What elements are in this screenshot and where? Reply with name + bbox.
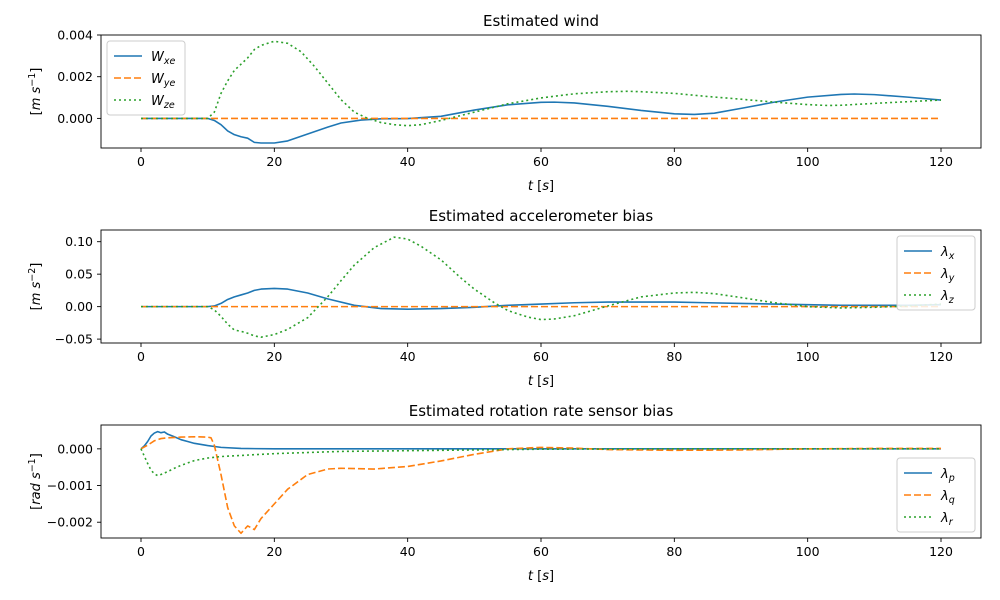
- x-tick-label: 40: [400, 544, 416, 559]
- x-tick-label: 20: [266, 349, 282, 364]
- legend-entry: λy: [940, 267, 955, 284]
- y-axis-label: [rad s−1]: [27, 453, 44, 510]
- x-tick-label: 120: [929, 349, 953, 364]
- x-tick-label: 120: [929, 544, 953, 559]
- series-line-Wze-1: [141, 40, 942, 127]
- legend-entry: λx: [940, 245, 955, 262]
- x-tick-label: 80: [666, 349, 682, 364]
- legend-entry: Wze: [151, 94, 175, 111]
- axes-frame: [100, 229, 982, 344]
- y-tick-label: 0.004: [57, 28, 93, 43]
- x-tick-label: 60: [533, 349, 549, 364]
- x-tick-label: 0: [137, 349, 145, 364]
- x-tick-label: 40: [400, 154, 416, 169]
- y-tick-label: 0.002: [57, 69, 93, 84]
- series-line-x-2: [141, 287, 942, 311]
- x-axis-label: t [s]: [528, 569, 554, 584]
- x-tick-label: 80: [666, 154, 682, 169]
- y-axis-label: [m s−2]: [27, 263, 44, 311]
- x-tick-label: 120: [929, 154, 953, 169]
- x-tick-label: 20: [266, 154, 282, 169]
- chart-title: Estimated wind: [483, 12, 599, 30]
- series-line-q-3: [140, 435, 941, 535]
- series-line-r-3: [140, 448, 941, 477]
- x-tick-label: 60: [533, 544, 549, 559]
- x-tick-label: 0: [137, 154, 145, 169]
- y-tick-label: −0.001: [47, 478, 93, 493]
- y-tick-label: 0.000: [57, 111, 93, 126]
- x-tick-label: 100: [796, 349, 820, 364]
- x-tick-label: 60: [533, 154, 549, 169]
- x-axis-label: t [s]: [528, 374, 554, 389]
- legend-entry: λr: [940, 511, 954, 528]
- y-tick-label: 0.00: [65, 299, 93, 314]
- x-axis-label: t [s]: [528, 179, 554, 194]
- chart-title: Estimated accelerometer bias: [429, 207, 654, 225]
- y-axis-label: [m s−1]: [27, 68, 44, 116]
- y-tick-label: −0.002: [47, 515, 93, 530]
- axes-frame: [100, 34, 982, 149]
- legend-box: [896, 457, 976, 533]
- subplot-3: Estimated rotation rate sensor bias 0 20 40…: [27, 402, 982, 584]
- subplot-2: Estimated accelerometer bias 0 20 40 60 80 100…: [27, 207, 982, 389]
- legend: λx λy λz: [896, 235, 976, 311]
- legend-entry: λz: [940, 289, 955, 306]
- legend-box: [896, 235, 976, 311]
- legend-entry: λq: [940, 489, 955, 506]
- x-tick-label: 80: [666, 544, 682, 559]
- x-tick-label: 20: [266, 544, 282, 559]
- legend-box: [106, 40, 186, 116]
- x-tick-label: 40: [400, 349, 416, 364]
- chart-title: Estimated rotation rate sensor bias: [409, 402, 674, 420]
- x-tick-label: 0: [137, 544, 145, 559]
- legend-entry: Wye: [151, 72, 175, 89]
- legend-entry: Wxe: [151, 50, 175, 67]
- legend: Wxe Wye Wze: [106, 40, 186, 116]
- y-tick-label: 0.000: [57, 441, 93, 456]
- series-line-p-3: [140, 430, 941, 450]
- legend: λp λq λr: [896, 457, 976, 533]
- y-tick-label: 0.05: [65, 267, 93, 282]
- y-tick-label: −0.05: [55, 332, 93, 347]
- x-tick-label: 100: [796, 544, 820, 559]
- series-line-z-2: [141, 236, 942, 338]
- subplot-1: Estimated wind 0 20 40 60 80 100 120 0.000 0.002 0…: [27, 12, 982, 194]
- legend-entry: λp: [940, 467, 955, 484]
- series-line-Wxe-1: [141, 93, 942, 144]
- axes-frame: [100, 424, 982, 539]
- x-tick-label: 100: [796, 154, 820, 169]
- y-tick-label: 0.10: [65, 234, 93, 249]
